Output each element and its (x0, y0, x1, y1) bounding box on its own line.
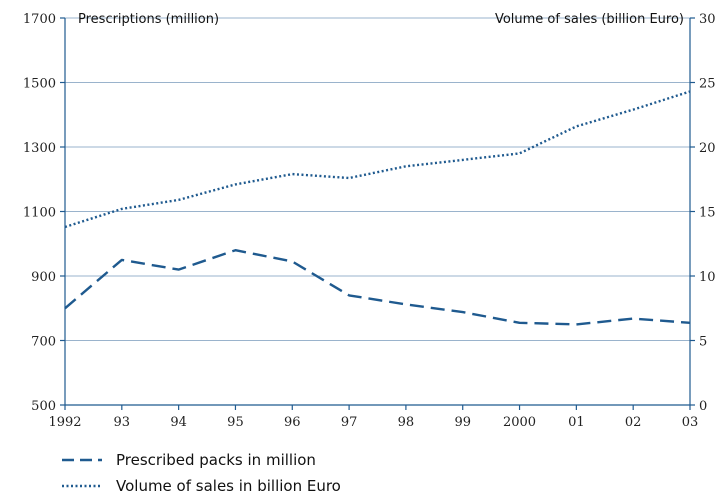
left-tick-label: 700 (31, 335, 56, 350)
right-ticks: 0 5 10 15 20 25 30 (690, 12, 716, 414)
x-tick-label: 03 (682, 415, 699, 430)
series (65, 92, 690, 325)
right-tick-label: 20 (699, 141, 716, 156)
legend-item-prescribed: Prescribed packs in million (62, 447, 341, 473)
x-tick-label: 99 (454, 415, 471, 430)
legend: Prescribed packs in million Volume of sa… (62, 447, 341, 499)
legend-swatch-dotted (62, 481, 102, 491)
x-tick-label: 97 (341, 415, 358, 430)
right-tick-label: 25 (699, 77, 716, 92)
left-tick-label: 1300 (23, 141, 56, 156)
x-tick-label: 93 (114, 415, 131, 430)
x-ticks: 1992 93 94 95 96 97 98 99 2000 01 02 03 (48, 405, 698, 430)
series-line-prescribed (65, 250, 690, 324)
right-tick-label: 10 (699, 270, 716, 285)
left-tick-label: 1700 (23, 12, 56, 27)
x-tick-label: 02 (625, 415, 642, 430)
right-tick-label: 15 (699, 206, 716, 221)
left-tick-label: 1500 (23, 77, 56, 92)
legend-label-prescribed: Prescribed packs in million (116, 451, 316, 469)
x-tick-label: 94 (170, 415, 187, 430)
legend-item-sales: Volume of sales in billion Euro (62, 473, 341, 499)
left-tick-label: 900 (31, 270, 56, 285)
x-tick-label: 1992 (48, 415, 81, 430)
right-tick-label: 30 (699, 12, 716, 27)
x-tick-label: 01 (568, 415, 585, 430)
right-tick-label: 0 (699, 399, 707, 414)
right-tick-label: 5 (699, 335, 707, 350)
series-line-sales (65, 92, 690, 228)
x-tick-label: 98 (398, 415, 415, 430)
x-tick-label: 2000 (503, 415, 536, 430)
left-axis-title: Prescriptions (million) (78, 12, 219, 27)
left-ticks: 500 700 900 1100 1300 1500 1700 (23, 12, 65, 414)
left-tick-label: 1100 (23, 206, 56, 221)
legend-label-sales: Volume of sales in billion Euro (116, 477, 341, 495)
legend-swatch-dashed (62, 455, 102, 465)
grid (65, 18, 690, 341)
x-tick-label: 96 (284, 415, 301, 430)
left-tick-label: 500 (31, 399, 56, 414)
right-axis-title: Volume of sales (billion Euro) (495, 12, 684, 27)
x-tick-label: 95 (227, 415, 244, 430)
